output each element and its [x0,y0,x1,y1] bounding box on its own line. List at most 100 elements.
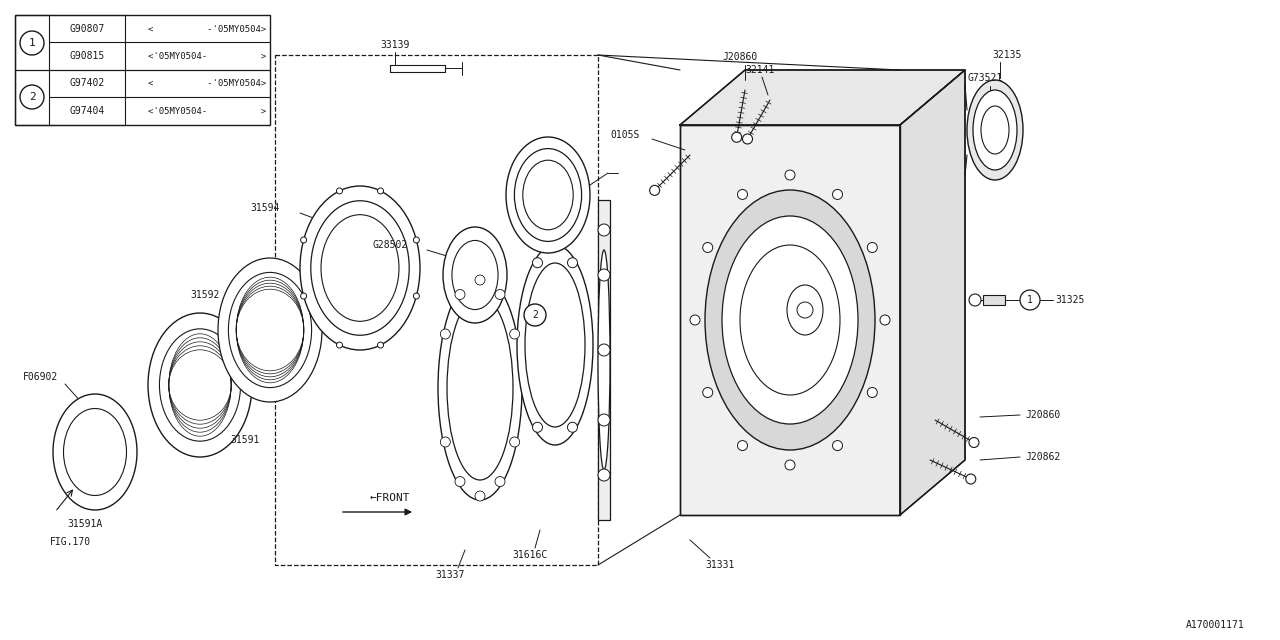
Circle shape [650,186,659,195]
Ellipse shape [52,394,137,510]
Circle shape [20,31,44,55]
Circle shape [969,294,980,306]
Ellipse shape [598,250,611,470]
Text: 31592: 31592 [191,290,220,300]
Text: 31331: 31331 [705,560,735,570]
Text: FIG.170: FIG.170 [50,537,91,547]
Circle shape [475,491,485,501]
Ellipse shape [218,258,323,402]
Circle shape [413,237,420,243]
Text: 2: 2 [28,92,36,102]
Text: 31325: 31325 [1055,295,1084,305]
Circle shape [832,440,842,451]
Text: 31591A: 31591A [68,519,102,529]
Circle shape [737,189,748,200]
Ellipse shape [300,186,420,350]
Circle shape [732,132,741,142]
Circle shape [413,293,420,299]
Ellipse shape [443,227,507,323]
Circle shape [567,258,577,268]
Text: G97404: G97404 [69,106,105,116]
Circle shape [454,477,465,486]
Circle shape [742,134,753,144]
Text: J20862: J20862 [1025,452,1060,462]
Ellipse shape [438,276,522,500]
Text: 31591: 31591 [230,435,260,445]
Text: <          -'05MY0504>: < -'05MY0504> [148,24,266,33]
Ellipse shape [525,263,585,427]
Text: G90815: G90815 [69,51,105,61]
Text: 32135: 32135 [992,50,1021,60]
Circle shape [301,237,307,243]
Text: J20860: J20860 [722,52,758,62]
Bar [15,15,125,125]
Text: <          -'05MY0504>: < -'05MY0504> [148,79,266,88]
Ellipse shape [722,216,858,424]
Circle shape [440,329,451,339]
Circle shape [797,302,813,318]
Bar [983,295,1005,305]
Text: 32141: 32141 [745,65,774,75]
Text: 31616C: 31616C [512,550,548,560]
Text: 1: 1 [28,38,36,48]
Circle shape [524,304,547,326]
Circle shape [598,414,611,426]
Circle shape [454,289,465,300]
Text: A170001171: A170001171 [1187,620,1245,630]
Circle shape [785,460,795,470]
Polygon shape [680,70,965,125]
Ellipse shape [740,245,840,395]
Polygon shape [900,70,965,515]
Circle shape [703,387,713,397]
Circle shape [378,188,384,194]
Ellipse shape [447,296,513,480]
Circle shape [969,438,979,447]
Circle shape [785,170,795,180]
Polygon shape [598,200,611,520]
Ellipse shape [506,137,590,253]
Text: <'05MY0504-          >: <'05MY0504- > [148,51,266,61]
Circle shape [495,289,506,300]
Text: G28502: G28502 [372,240,407,250]
Text: ←FRONT: ←FRONT [370,493,411,503]
Circle shape [337,188,343,194]
Text: 33139: 33139 [380,40,410,50]
Ellipse shape [966,80,1023,180]
Text: 31594: 31594 [251,203,280,213]
Circle shape [703,243,713,253]
Circle shape [509,329,520,339]
Circle shape [737,440,748,451]
Circle shape [832,189,842,200]
Circle shape [598,469,611,481]
Text: F06902: F06902 [22,372,58,382]
Circle shape [509,437,520,447]
Text: G73521: G73521 [968,73,1002,83]
Text: 2: 2 [532,310,538,320]
Bar [15,15,49,125]
Circle shape [532,258,543,268]
Circle shape [475,275,485,285]
Circle shape [495,477,506,486]
Circle shape [868,243,877,253]
Text: 31337: 31337 [435,570,465,580]
Ellipse shape [148,313,252,457]
Circle shape [598,269,611,281]
Circle shape [966,474,975,484]
Text: G97402: G97402 [69,78,105,88]
Circle shape [690,315,700,325]
Text: 1: 1 [1027,295,1033,305]
Polygon shape [680,125,900,515]
Circle shape [881,315,890,325]
Ellipse shape [973,90,1018,170]
Text: G90807: G90807 [69,24,105,34]
Circle shape [378,342,384,348]
Circle shape [301,293,307,299]
Ellipse shape [787,285,823,335]
Text: J20860: J20860 [1025,410,1060,420]
Circle shape [598,224,611,236]
Circle shape [598,344,611,356]
Bar [15,15,270,125]
Ellipse shape [517,245,593,445]
Circle shape [868,387,877,397]
Circle shape [20,85,44,109]
